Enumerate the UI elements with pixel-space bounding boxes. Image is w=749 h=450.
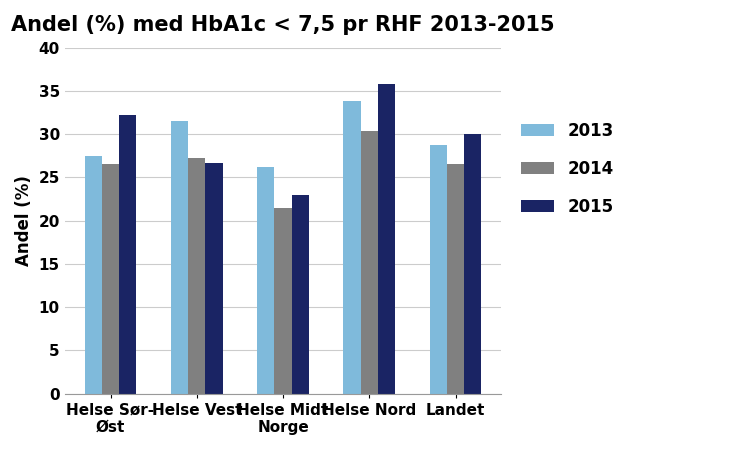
- Bar: [291, 195, 309, 394]
- Bar: [119, 115, 136, 394]
- Bar: [343, 101, 361, 394]
- Bar: [188, 158, 205, 394]
- Bar: [205, 163, 222, 394]
- Bar: [85, 156, 102, 394]
- Y-axis label: Andel (%): Andel (%): [15, 175, 33, 266]
- Bar: [171, 121, 188, 394]
- Bar: [274, 207, 291, 394]
- Legend: 2013, 2014, 2015: 2013, 2014, 2015: [514, 115, 620, 222]
- Bar: [257, 167, 274, 394]
- Bar: [361, 130, 378, 394]
- Title: Andel (%) med HbA1c < 7,5 pr RHF 2013-2015: Andel (%) med HbA1c < 7,5 pr RHF 2013-20…: [11, 15, 555, 35]
- Bar: [447, 164, 464, 394]
- Bar: [102, 164, 119, 394]
- Bar: [430, 144, 447, 394]
- Bar: [378, 84, 395, 394]
- Bar: [464, 134, 482, 394]
